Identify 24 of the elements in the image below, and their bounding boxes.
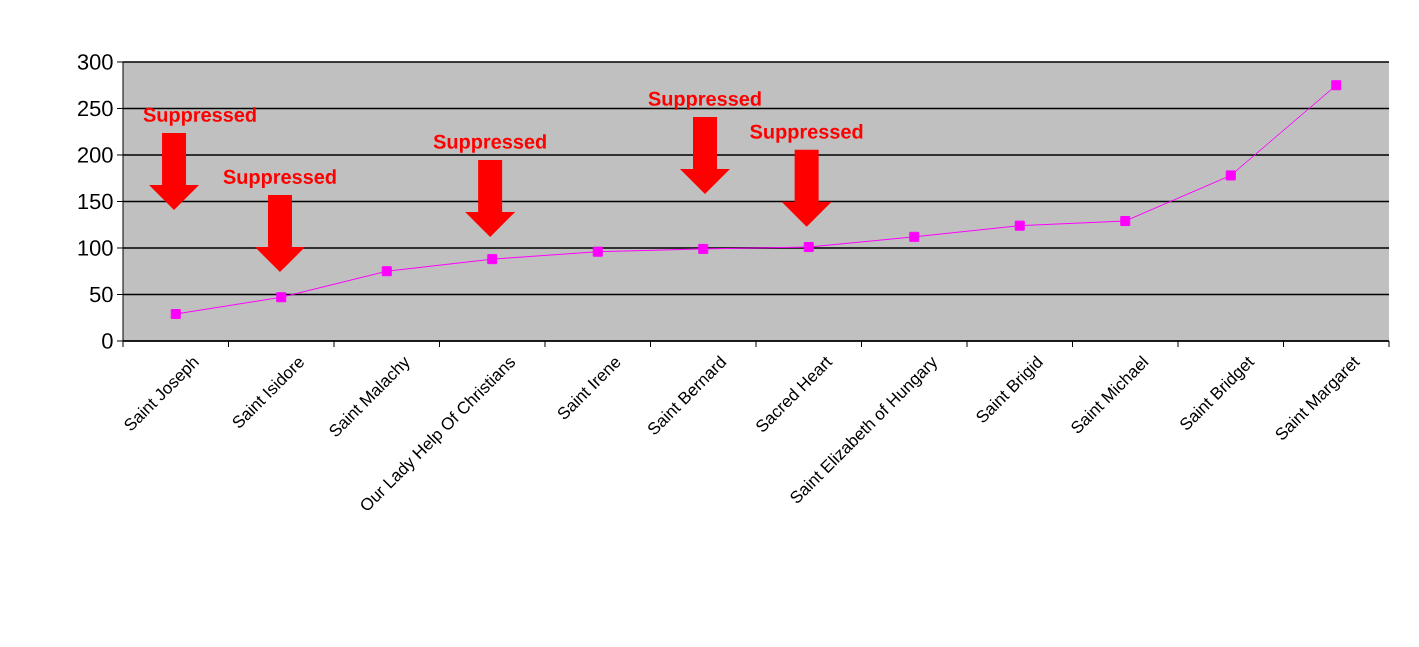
y-tick-label: 250 <box>78 100 113 117</box>
point <box>1331 80 1342 91</box>
y-tick-label: 150 <box>78 193 113 210</box>
annotation: Suppressed <box>223 169 336 188</box>
point <box>1225 170 1236 181</box>
y-tick-label: 100 <box>78 240 113 256</box>
annotation: Suppressed <box>750 124 863 143</box>
point <box>276 292 287 303</box>
y-tick-label: 200 <box>78 147 113 163</box>
annotation: Suppressed <box>143 107 256 126</box>
point <box>1120 216 1131 227</box>
point <box>698 243 709 254</box>
point <box>1014 220 1025 231</box>
point <box>592 246 603 257</box>
y-tick-label: 300 <box>77 54 113 70</box>
point <box>170 309 181 320</box>
point <box>381 266 392 277</box>
point <box>487 254 498 265</box>
annotation: Suppressed <box>648 91 761 110</box>
y-tick-label: 0 <box>102 333 113 349</box>
annotation: Suppressed <box>433 134 546 153</box>
y-tick-label: 50 <box>89 286 113 303</box>
point <box>909 231 920 242</box>
point <box>803 242 814 253</box>
